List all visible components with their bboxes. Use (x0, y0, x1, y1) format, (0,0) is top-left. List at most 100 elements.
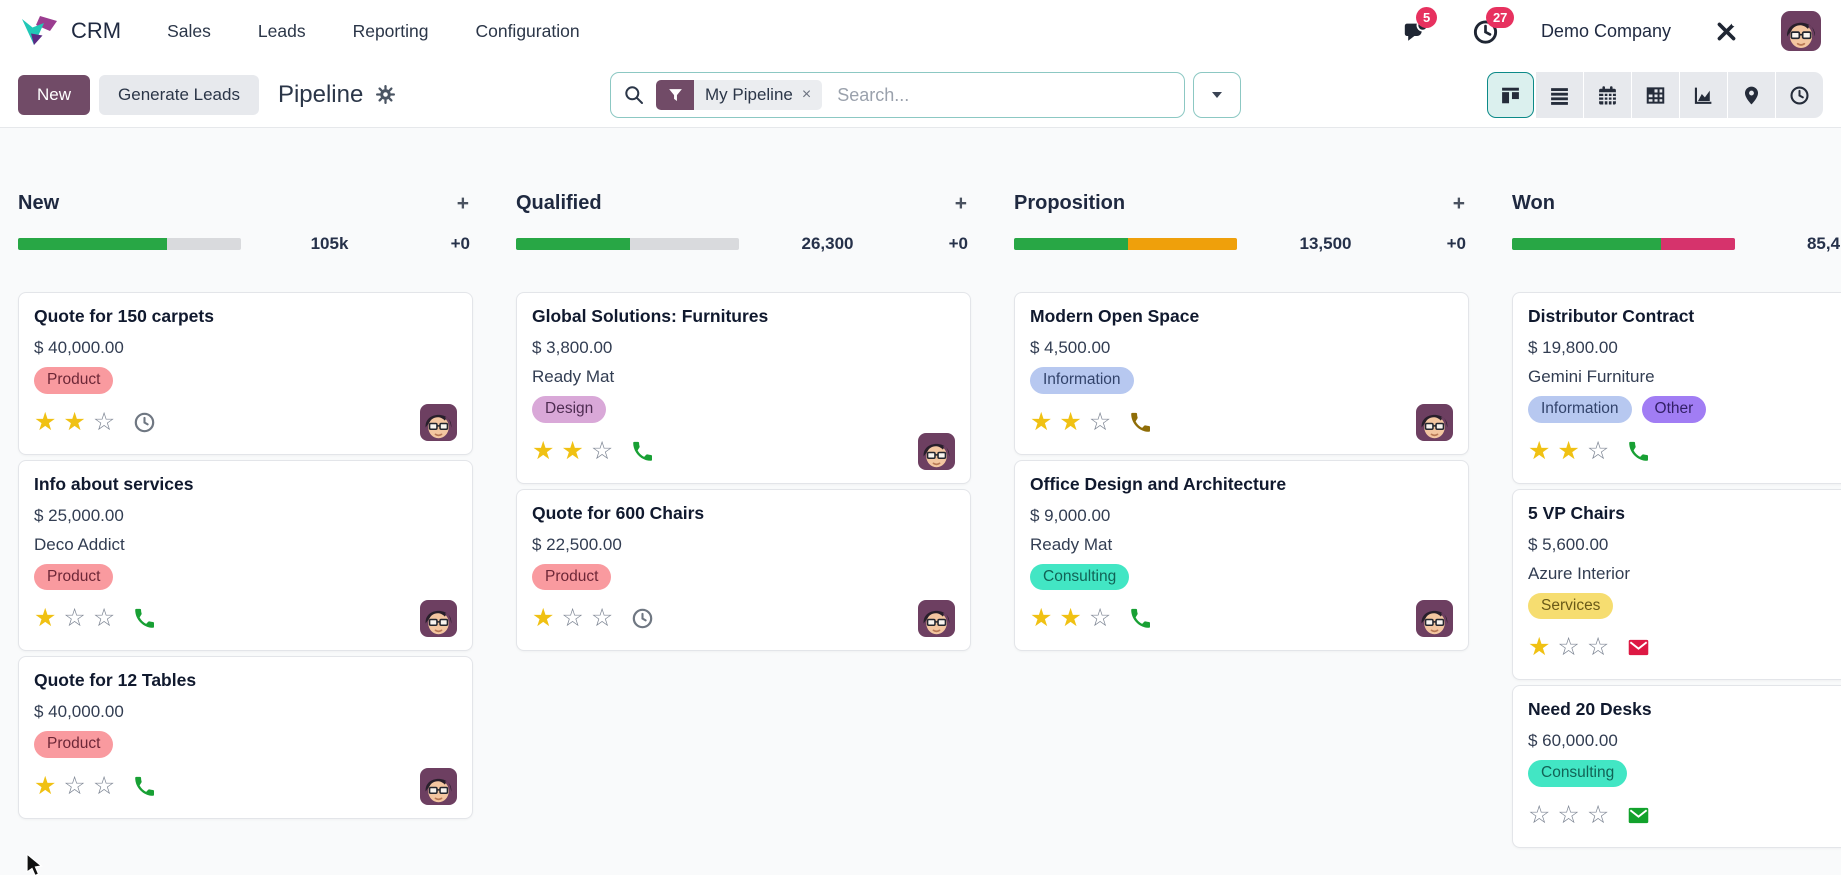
star-empty-icon[interactable]: ☆ (1528, 800, 1551, 829)
activities-button[interactable]: 27 (1471, 7, 1515, 46)
progress-segment[interactable] (1014, 238, 1128, 250)
view-calendar-button[interactable] (1584, 72, 1631, 118)
menu-leads[interactable]: Leads (257, 20, 306, 41)
menu-sales[interactable]: Sales (167, 20, 211, 41)
new-button[interactable]: New (18, 74, 91, 115)
activity-clock-icon[interactable] (133, 411, 156, 434)
phone-icon[interactable] (631, 440, 654, 463)
star-empty-icon[interactable]: ☆ (1557, 800, 1580, 829)
priority-stars[interactable]: ★ ☆ ☆ (34, 606, 122, 631)
priority-stars[interactable]: ★ ★ ☆ (34, 407, 122, 436)
kanban-card[interactable]: Quote for 600 Chairs $ 22,500.00 Product… (516, 488, 971, 652)
priority-stars[interactable]: ★ ★ ☆ (532, 436, 620, 465)
kanban-card[interactable]: Need 20 Desks $ 60,000.00 Consulting ☆ ☆ ☆ (1512, 685, 1841, 848)
star-empty-icon[interactable]: ☆ (590, 604, 614, 633)
phone-icon[interactable] (1627, 440, 1650, 463)
company-switcher[interactable]: Demo Company (1540, 20, 1671, 41)
column-progressbar[interactable] (18, 238, 241, 250)
kanban-card[interactable]: 5 VP Chairs $ 5,600.00 Azure Interior Se… (1512, 488, 1841, 681)
star-filled-icon[interactable]: ★ (1528, 436, 1551, 465)
priority-stars[interactable]: ★ ★ ☆ (1030, 407, 1118, 436)
star-filled-icon[interactable]: ★ (1557, 436, 1580, 465)
view-map-button[interactable] (1728, 72, 1775, 118)
star-filled-icon[interactable]: ★ (561, 436, 584, 465)
priority-stars[interactable]: ★ ★ ☆ (1030, 606, 1118, 631)
add-card-icon[interactable]: + (954, 191, 967, 215)
priority-stars[interactable]: ★ ☆ ☆ (34, 771, 122, 800)
star-filled-icon[interactable]: ★ (532, 604, 555, 633)
kanban-card[interactable]: Distributor Contract $ 19,800.00 Gemini … (1512, 292, 1841, 484)
star-filled-icon[interactable]: ★ (532, 436, 555, 465)
priority-stars[interactable]: ☆ ☆ ☆ (1528, 800, 1616, 829)
crm-app-logo-icon[interactable] (20, 14, 60, 48)
progress-segment[interactable] (18, 238, 168, 250)
search-facet-my-pipeline[interactable]: My Pipeline × (656, 80, 823, 110)
mail-icon[interactable] (1627, 804, 1650, 827)
phone-icon[interactable] (133, 607, 156, 630)
debug-tools-button[interactable] (1711, 16, 1741, 46)
user-avatar[interactable] (1781, 11, 1821, 51)
search-input[interactable]: Search... (837, 84, 910, 105)
phone-icon[interactable] (1129, 607, 1152, 630)
column-progressbar[interactable] (1014, 238, 1237, 250)
kanban-card[interactable]: Modern Open Space $ 4,500.00 Information… (1014, 292, 1469, 455)
view-kanban-button[interactable] (1487, 72, 1534, 118)
search-options-toggle[interactable] (1193, 72, 1241, 118)
star-empty-icon[interactable]: ☆ (1586, 633, 1610, 662)
star-empty-icon[interactable]: ☆ (1586, 800, 1610, 829)
priority-stars[interactable]: ★ ☆ ☆ (532, 606, 620, 631)
column-progressbar[interactable] (516, 238, 739, 250)
view-activity-button[interactable] (1776, 72, 1823, 118)
view-settings-button[interactable] (376, 85, 395, 104)
star-empty-icon[interactable]: ☆ (92, 771, 116, 800)
phone-icon[interactable] (133, 775, 156, 798)
activity-clock-icon[interactable] (631, 607, 654, 630)
star-filled-icon[interactable]: ★ (1030, 407, 1053, 436)
progress-segment[interactable] (1661, 238, 1735, 250)
kanban-card[interactable]: Office Design and Architecture $ 9,000.0… (1014, 459, 1469, 652)
star-filled-icon[interactable]: ★ (1030, 604, 1053, 633)
kanban-card[interactable]: Quote for 150 carpets $ 40,000.00 Produc… (18, 292, 473, 455)
star-filled-icon[interactable]: ★ (34, 604, 57, 633)
star-empty-icon[interactable]: ☆ (1586, 436, 1610, 465)
view-pivot-button[interactable] (1632, 72, 1679, 118)
generate-leads-button[interactable]: Generate Leads (99, 74, 259, 115)
star-filled-icon[interactable]: ★ (1059, 407, 1082, 436)
star-empty-icon[interactable]: ☆ (590, 436, 614, 465)
column-progressbar[interactable] (1512, 238, 1735, 250)
add-card-icon[interactable]: + (1452, 191, 1465, 215)
view-graph-button[interactable] (1680, 72, 1727, 118)
card-title: Info about services (34, 473, 194, 494)
star-filled-icon[interactable]: ★ (1059, 604, 1082, 633)
add-card-icon[interactable]: + (456, 191, 469, 215)
priority-stars[interactable]: ★ ☆ ☆ (1528, 635, 1616, 660)
progress-segment[interactable] (1127, 238, 1237, 250)
kanban-card[interactable]: Info about services $ 25,000.00 Deco Add… (18, 459, 473, 652)
star-empty-icon[interactable]: ☆ (561, 604, 584, 633)
star-empty-icon[interactable]: ☆ (1557, 633, 1580, 662)
kanban-card[interactable]: Quote for 12 Tables $ 40,000.00 Product … (18, 656, 473, 819)
star-empty-icon[interactable]: ☆ (92, 604, 116, 633)
star-empty-icon[interactable]: ☆ (1088, 604, 1112, 633)
progress-segment[interactable] (516, 238, 630, 250)
priority-stars[interactable]: ★ ★ ☆ (1528, 436, 1616, 465)
star-empty-icon[interactable]: ☆ (63, 604, 86, 633)
star-empty-icon[interactable]: ☆ (1088, 407, 1112, 436)
star-filled-icon[interactable]: ★ (1528, 633, 1551, 662)
star-empty-icon[interactable]: ☆ (63, 771, 86, 800)
star-filled-icon[interactable]: ★ (34, 407, 57, 436)
view-list-button[interactable] (1536, 72, 1583, 118)
app-name[interactable]: CRM (71, 18, 122, 43)
menu-configuration[interactable]: Configuration (475, 20, 580, 41)
star-filled-icon[interactable]: ★ (34, 771, 57, 800)
search-bar[interactable]: My Pipeline × Search... (610, 72, 1185, 118)
kanban-card[interactable]: Global Solutions: Furnitures $ 3,800.00 … (516, 292, 971, 484)
messages-button[interactable]: 5 (1401, 7, 1438, 46)
phone-icon[interactable] (1129, 411, 1152, 434)
mail-icon[interactable] (1627, 636, 1650, 659)
facet-close-icon[interactable]: × (801, 86, 812, 103)
progress-segment[interactable] (1512, 238, 1662, 250)
menu-reporting[interactable]: Reporting (352, 20, 429, 41)
star-empty-icon[interactable]: ☆ (92, 407, 116, 436)
star-filled-icon[interactable]: ★ (63, 407, 86, 436)
